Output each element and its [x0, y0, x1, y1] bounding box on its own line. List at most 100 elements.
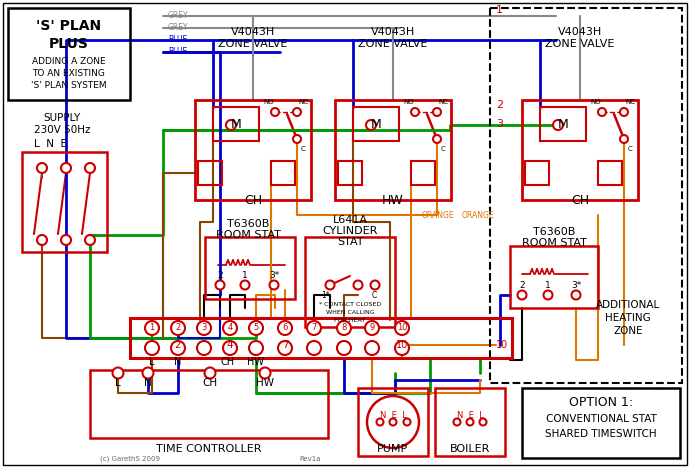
Text: SUPPLY: SUPPLY	[43, 113, 81, 123]
Circle shape	[61, 163, 71, 173]
Circle shape	[293, 108, 301, 116]
Text: 3: 3	[496, 119, 503, 129]
Text: (c) GarethS 2009: (c) GarethS 2009	[100, 456, 160, 462]
Circle shape	[466, 418, 473, 425]
Circle shape	[85, 235, 95, 245]
Circle shape	[389, 418, 397, 425]
Circle shape	[171, 341, 185, 355]
Circle shape	[197, 341, 211, 355]
Text: 1: 1	[149, 323, 155, 332]
Circle shape	[365, 321, 379, 335]
Circle shape	[37, 235, 47, 245]
Text: T6360B: T6360B	[227, 219, 269, 229]
Text: L: L	[115, 378, 121, 388]
Text: TO AN EXISTING: TO AN EXISTING	[32, 70, 106, 79]
Text: ZONE VALVE: ZONE VALVE	[358, 39, 428, 49]
Text: FOR HEAT: FOR HEAT	[335, 319, 366, 323]
Circle shape	[366, 120, 376, 130]
Bar	[335, 100, 451, 200]
Bar	[198, 161, 222, 185]
Text: ZONE: ZONE	[613, 326, 643, 336]
Text: OPTION 1:: OPTION 1:	[569, 396, 633, 410]
Bar	[271, 161, 295, 185]
Text: GREY: GREY	[168, 10, 188, 20]
Bar	[338, 161, 362, 185]
Text: 2: 2	[519, 280, 525, 290]
Circle shape	[411, 108, 419, 116]
Circle shape	[353, 280, 362, 290]
Circle shape	[326, 280, 335, 290]
Circle shape	[249, 321, 263, 335]
Circle shape	[553, 120, 563, 130]
Circle shape	[307, 341, 321, 355]
Text: NO: NO	[404, 99, 414, 105]
Text: Rev1a: Rev1a	[299, 456, 321, 462]
Text: 4: 4	[228, 323, 233, 332]
Text: 230V 50Hz: 230V 50Hz	[34, 125, 90, 135]
Bar	[435, 388, 505, 456]
Bar	[598, 161, 622, 185]
Circle shape	[433, 108, 441, 116]
Text: 5: 5	[253, 323, 259, 332]
Circle shape	[377, 418, 384, 425]
Text: ROOM STAT: ROOM STAT	[215, 230, 280, 240]
Circle shape	[337, 341, 351, 355]
Circle shape	[433, 135, 441, 143]
Bar	[525, 161, 549, 185]
Circle shape	[278, 341, 292, 355]
Circle shape	[293, 135, 301, 143]
Text: 8: 8	[342, 323, 346, 332]
Text: CH: CH	[244, 195, 262, 207]
Circle shape	[270, 280, 279, 290]
Text: 7: 7	[311, 323, 317, 332]
Text: 2: 2	[496, 100, 503, 110]
Circle shape	[112, 367, 124, 379]
Circle shape	[480, 418, 486, 425]
Text: L: L	[149, 357, 155, 367]
Text: NC: NC	[438, 99, 448, 105]
Text: CH: CH	[202, 378, 217, 388]
Text: 9: 9	[369, 323, 375, 332]
Circle shape	[404, 418, 411, 425]
Bar	[195, 100, 311, 200]
Text: ZONE VALVE: ZONE VALVE	[218, 39, 288, 49]
Bar	[411, 161, 435, 185]
Text: BLUE: BLUE	[168, 35, 187, 44]
Bar	[490, 8, 682, 383]
Circle shape	[204, 367, 215, 379]
Text: ORANGE: ORANGE	[462, 211, 495, 219]
Bar	[213, 107, 259, 141]
Text: ZONE VALVE: ZONE VALVE	[545, 39, 615, 49]
Text: NC: NC	[625, 99, 635, 105]
Text: C: C	[301, 146, 306, 152]
Circle shape	[571, 291, 580, 300]
Text: N  E  L: N E L	[380, 410, 406, 419]
Circle shape	[61, 235, 71, 245]
Bar	[90, 370, 328, 438]
Text: ROOM STAT: ROOM STAT	[522, 238, 586, 248]
Text: CONVENTIONAL STAT: CONVENTIONAL STAT	[546, 414, 656, 424]
Bar	[205, 237, 295, 299]
Text: WHEN CALLING: WHEN CALLING	[326, 310, 374, 315]
Circle shape	[259, 367, 270, 379]
Circle shape	[145, 341, 159, 355]
Text: STAT: STAT	[337, 237, 363, 247]
Bar	[305, 237, 395, 327]
Text: V4043H: V4043H	[231, 27, 275, 37]
Text: T6360B: T6360B	[533, 227, 575, 237]
Text: 3*: 3*	[269, 271, 279, 280]
Text: 'S' PLAN SYSTEM: 'S' PLAN SYSTEM	[31, 81, 107, 90]
Text: CH: CH	[221, 357, 235, 367]
Text: CH: CH	[571, 195, 589, 207]
Circle shape	[85, 163, 95, 173]
Bar	[353, 107, 399, 141]
Bar	[522, 388, 680, 458]
Text: PUMP: PUMP	[377, 444, 408, 454]
Text: * CONTACT CLOSED: * CONTACT CLOSED	[319, 302, 381, 307]
Circle shape	[395, 321, 409, 335]
Text: 2: 2	[217, 271, 223, 280]
Circle shape	[143, 367, 153, 379]
Text: TIME CONTROLLER: TIME CONTROLLER	[156, 444, 262, 454]
Circle shape	[337, 321, 351, 335]
Text: 1: 1	[242, 271, 248, 280]
